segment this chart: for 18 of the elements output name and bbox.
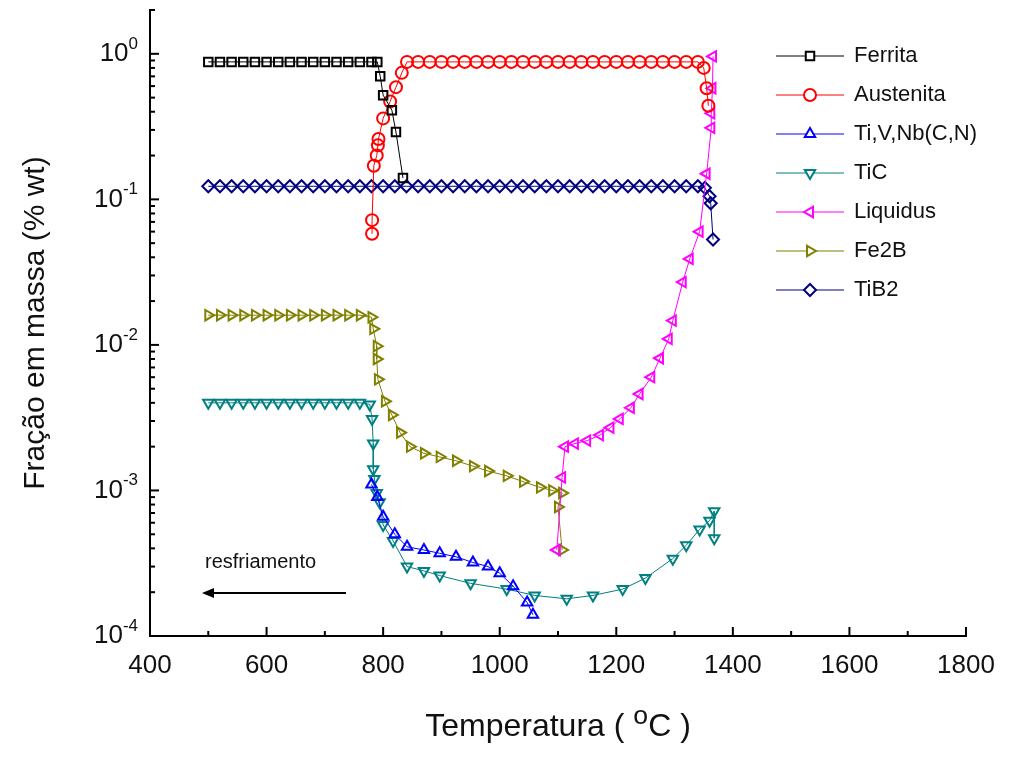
- legend-label: Ferrita: [854, 42, 919, 68]
- x-tick-label: 400: [128, 649, 172, 680]
- legend-label: TiB2: [854, 276, 899, 302]
- x-tick-label: 800: [361, 649, 405, 680]
- x-tick-label: 1200: [587, 649, 646, 680]
- legend-label: Fe2B: [854, 237, 907, 263]
- x-axis-title: Temperatura ( $^{o}$C ): [424, 700, 692, 744]
- x-tick-label: 1800: [937, 649, 995, 680]
- legend-label: TiC: [854, 159, 888, 185]
- x-tick-label: 1400: [703, 649, 762, 680]
- legend-label: Austenita: [854, 81, 947, 107]
- annotation: resfriamento: [205, 550, 317, 573]
- legend-label: Liquidus: [854, 198, 936, 224]
- x-tick-label: 1000: [470, 649, 529, 680]
- legend-label: Ti,V,Nb(C,N): [854, 120, 978, 146]
- y-axis-title: Fração em massa (% wt): [17, 156, 51, 490]
- x-tick-label: 600: [244, 649, 289, 680]
- x-tick-label: 1600: [820, 649, 879, 680]
